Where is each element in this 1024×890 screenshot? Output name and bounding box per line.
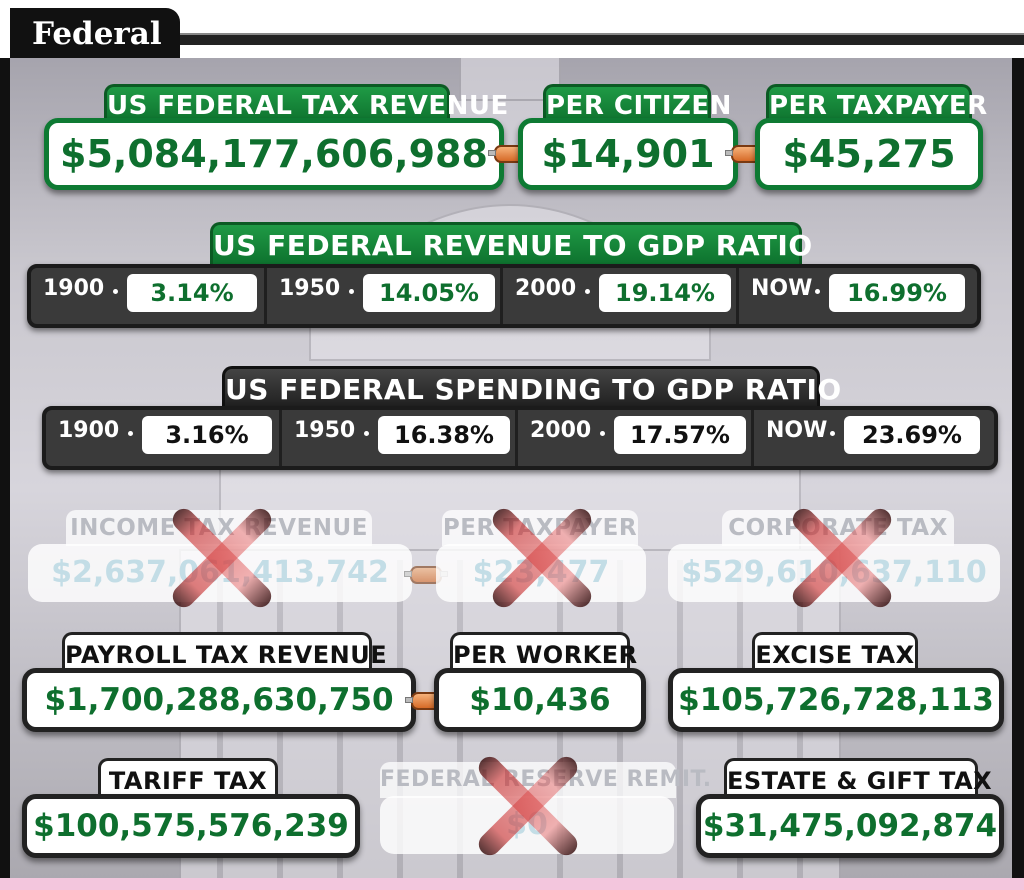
ratio-year: 1950 bbox=[294, 418, 356, 443]
ratio-year: 1950 bbox=[279, 276, 341, 301]
ratio-value: 14.05% bbox=[363, 274, 495, 312]
ratio-segment: 2000 19.14% bbox=[503, 268, 739, 324]
ratio-segment: NOW 16.99% bbox=[739, 268, 977, 324]
bullet-dot bbox=[830, 431, 835, 436]
per-taxpayer-faded-label: PER TAXPAYER bbox=[442, 510, 638, 546]
tariff-tax-label: TARIFF TAX bbox=[98, 758, 278, 800]
ratio-value: 3.16% bbox=[142, 416, 272, 454]
spending-gdp-bar: 1900 3.16% 1950 16.38% 2000 17.57% NOW 2… bbox=[42, 406, 998, 470]
ratio-segment: 1950 14.05% bbox=[267, 268, 503, 324]
header-rule bbox=[170, 33, 1024, 45]
estate-gift-tax-label: ESTATE & GIFT TAX bbox=[724, 758, 992, 800]
payroll-tax-value: $1,700,288,630,750 bbox=[22, 668, 416, 732]
ratio-segment: 1900 3.14% bbox=[31, 268, 267, 324]
bullet-dot bbox=[815, 289, 820, 294]
excise-tax-label: EXCISE TAX bbox=[752, 632, 918, 674]
ratio-value: 19.14% bbox=[599, 274, 731, 312]
ratio-segment: 1900 3.16% bbox=[46, 410, 282, 466]
revenue-gdp-bar: 1900 3.14% 1950 14.05% 2000 19.14% NOW 1… bbox=[27, 264, 981, 328]
federal-tax-revenue-value: $5,084,177,606,988 bbox=[44, 118, 504, 190]
ratio-value: 23.69% bbox=[844, 416, 980, 454]
excise-tax-value: $105,726,728,113 bbox=[668, 668, 1004, 732]
bullet-dot bbox=[113, 289, 118, 294]
per-taxpayer-value: $45,275 bbox=[755, 118, 983, 190]
bullet-dot bbox=[600, 431, 605, 436]
left-frame bbox=[0, 0, 10, 890]
ratio-value: 16.38% bbox=[378, 416, 510, 454]
payroll-tax-label: PAYROLL TAX REVENUE bbox=[62, 632, 387, 674]
revenue-gdp-title: US FEDERAL REVENUE TO GDP RATIO bbox=[210, 222, 812, 268]
ratio-segment: 1950 16.38% bbox=[282, 410, 518, 466]
bottom-bar bbox=[0, 878, 1024, 890]
federal-reserve-value: $0 bbox=[380, 796, 674, 854]
bullet-dot bbox=[349, 289, 354, 294]
bullet-dot bbox=[364, 431, 369, 436]
ratio-value: 16.99% bbox=[829, 274, 965, 312]
per-citizen-value: $14,901 bbox=[518, 118, 738, 190]
ratio-segment: NOW 23.69% bbox=[754, 410, 994, 466]
tariff-tax-value: $100,575,576,239 bbox=[22, 794, 360, 858]
ratio-value: 17.57% bbox=[614, 416, 746, 454]
federal-reserve-label: FEDERAL RESERVE REMIT. bbox=[380, 762, 711, 798]
bullet-dot bbox=[585, 289, 590, 294]
corporate-tax-value: $529,610,637,110 bbox=[668, 544, 1000, 602]
corporate-tax-label: CORPORATE TAX bbox=[722, 510, 954, 546]
ratio-year: 1900 bbox=[43, 276, 105, 301]
income-tax-value: $2,637,061,413,742 bbox=[28, 544, 412, 602]
income-tax-label: INCOME TAX REVENUE bbox=[66, 510, 372, 546]
per-worker-value: $10,436 bbox=[434, 668, 646, 732]
ratio-year: 2000 bbox=[530, 418, 592, 443]
ratio-year: NOW bbox=[751, 276, 813, 301]
ratio-value: 3.14% bbox=[127, 274, 257, 312]
spending-gdp-title: US FEDERAL SPENDING TO GDP RATIO bbox=[222, 366, 841, 412]
section-tab[interactable]: Federal bbox=[10, 8, 180, 58]
ratio-year: 2000 bbox=[515, 276, 577, 301]
estate-gift-tax-value: $31,475,092,874 bbox=[696, 794, 1004, 858]
per-worker-label: PER WORKER bbox=[450, 632, 637, 674]
ratio-year: 1900 bbox=[58, 418, 120, 443]
right-frame bbox=[1012, 0, 1024, 890]
ratio-year: NOW bbox=[766, 418, 828, 443]
bullet-dot bbox=[128, 431, 133, 436]
ratio-segment: 2000 17.57% bbox=[518, 410, 754, 466]
per-taxpayer-faded-value: $23,477 bbox=[436, 544, 646, 602]
